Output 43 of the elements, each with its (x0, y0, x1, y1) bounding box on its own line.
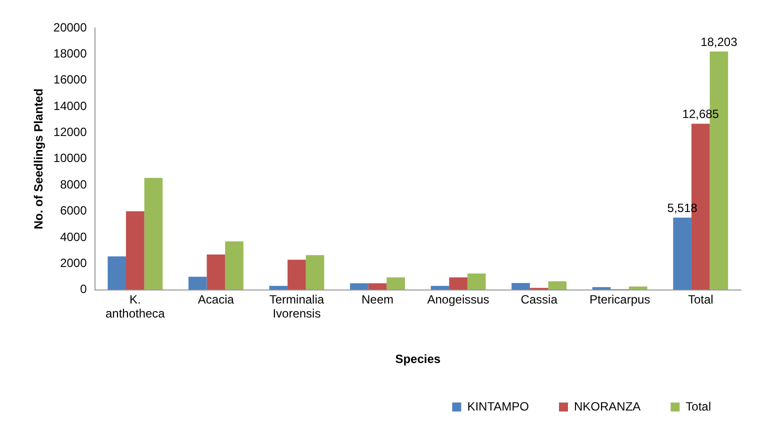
x-tick-label: Total (688, 292, 714, 306)
y-tick-label: 8000 (60, 177, 88, 192)
y-tick-label: 6000 (60, 204, 88, 218)
bar (368, 283, 387, 290)
bar (126, 211, 144, 290)
y-tick-label: 10000 (53, 151, 88, 166)
bar (225, 241, 244, 290)
legend-label: KINTAMPO (467, 399, 529, 414)
data-label: 18,203 (700, 34, 738, 49)
y-tick-label: 14000 (53, 98, 88, 113)
x-axis-title: Species (395, 352, 441, 366)
bar (206, 254, 226, 290)
legend-label: NKORANZA (574, 399, 641, 414)
bar (548, 281, 567, 290)
y-tick-label: 20000 (53, 20, 88, 34)
bar (306, 255, 324, 290)
x-tick-label: Neem (361, 292, 394, 306)
bar (108, 256, 126, 290)
x-tick-label: K. anthotheca (105, 292, 166, 321)
x-tick-label: Ptericarpus (589, 292, 650, 306)
y-tick-label: 12000 (53, 125, 88, 140)
bar (188, 276, 207, 290)
x-tick-label: Anogeissus (427, 292, 490, 306)
bar (628, 286, 648, 290)
bar (449, 277, 468, 290)
bar (673, 218, 692, 290)
bar (288, 260, 306, 290)
y-tick-label: 18000 (53, 46, 88, 60)
x-tick-label: Acacia (198, 292, 234, 306)
legend-label: Total (686, 399, 712, 414)
x-tick-label: Cassia (520, 292, 558, 306)
bar (467, 273, 486, 290)
bar (592, 287, 611, 290)
x-tick-label: Terminalia Ivorensis (269, 292, 324, 321)
y-tick-label: 2000 (60, 256, 88, 270)
y-tick-label: 0 (80, 282, 88, 296)
y-tick-label: 4000 (60, 230, 88, 244)
y-axis-title: No. of Seedlings Planted (32, 88, 46, 230)
bar (512, 282, 530, 290)
bar (350, 283, 368, 290)
bar (386, 277, 405, 290)
y-tick-label: 16000 (53, 72, 88, 87)
bar (144, 178, 163, 290)
